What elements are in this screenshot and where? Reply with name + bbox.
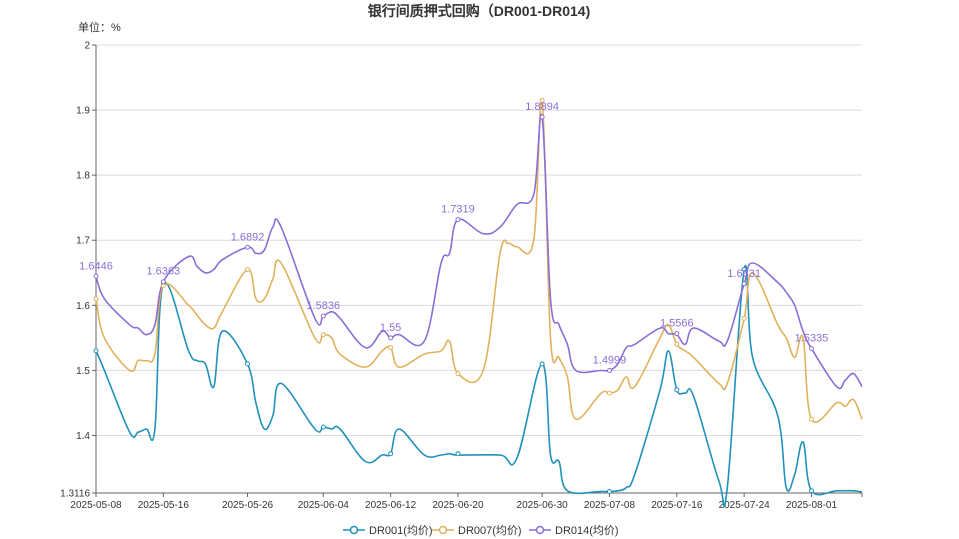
data-label: 1.6446 xyxy=(79,260,113,272)
data-point-dr001 xyxy=(320,424,326,430)
data-point-dr014 xyxy=(320,313,326,319)
x-tick-label: 2025-07-08 xyxy=(584,500,636,511)
data-point-dr007 xyxy=(741,315,747,321)
data-point-dr001 xyxy=(741,267,747,273)
legend-marker xyxy=(438,525,448,535)
data-label: 1.6892 xyxy=(231,231,265,243)
series-lines xyxy=(95,97,863,508)
data-point-dr014 xyxy=(606,367,612,373)
data-point-dr014 xyxy=(245,244,251,250)
x-tick-label: 2025-07-24 xyxy=(719,500,771,511)
legend-item-dr001[interactable]: DR001(均价) xyxy=(343,524,433,537)
series-line-dr007 xyxy=(95,97,863,423)
x-tick-label: 2025-05-16 xyxy=(138,500,190,511)
legend-marker xyxy=(349,525,359,535)
x-tick-label: 2025-06-20 xyxy=(432,500,484,511)
x-tick-label: 2025-06-04 xyxy=(298,500,350,511)
y-tick-label: 1.5 xyxy=(76,366,90,377)
data-label: 1.6363 xyxy=(147,266,181,278)
x-tick-label: 2025-05-26 xyxy=(222,500,274,511)
data-point-dr007 xyxy=(674,341,680,347)
data-labels: 1.6446 1.6363 1.6892 1.5836 1.55 1.7319 1.8894… xyxy=(79,101,828,366)
legend-marker xyxy=(535,525,545,535)
data-point-dr007 xyxy=(245,267,251,273)
data-point-dr014 xyxy=(93,273,99,279)
data-label: 1.5335 xyxy=(795,333,829,345)
x-axis-ticks: 2025-05-08 2025-05-16 2025-05-26 2025-06-04… xyxy=(70,493,863,511)
data-point-dr007 xyxy=(808,416,814,422)
data-point-dr001 xyxy=(808,488,814,494)
series-line-dr014 xyxy=(95,113,863,390)
data-point-dr014 xyxy=(808,346,814,352)
y-tick-label: 1.3116 xyxy=(60,489,90,500)
data-label: 1.4999 xyxy=(593,354,627,366)
data-point-dr001 xyxy=(245,361,251,367)
y-tick-label: 1.4 xyxy=(76,431,90,442)
data-point-dr014 xyxy=(388,335,394,341)
y-tick-label: 1.6 xyxy=(76,301,90,312)
axes xyxy=(95,45,862,494)
data-point-dr007 xyxy=(606,390,612,396)
data-point-dr001 xyxy=(93,348,99,354)
unit-label: 单位：% xyxy=(78,20,121,34)
data-point-dr001 xyxy=(455,451,461,457)
chart-title: 银行间质押式回购（DR001-DR014) xyxy=(368,3,590,19)
y-tick-label: 2 xyxy=(84,41,90,52)
data-point-dr007 xyxy=(160,283,166,289)
y-tick-label: 1.7 xyxy=(76,236,90,247)
x-tick-label: 2025-05-08 xyxy=(70,500,122,511)
legend-label: DR014(均价) xyxy=(555,524,619,537)
data-point-dr001 xyxy=(539,361,545,367)
data-point-dr007 xyxy=(388,345,394,351)
data-point-dr007 xyxy=(93,296,99,302)
data-label: 1.6331 xyxy=(727,268,761,280)
data-point-dr014 xyxy=(674,331,680,337)
gridlines xyxy=(96,44,862,436)
data-point-dr007 xyxy=(455,371,461,377)
data-label: 1.55 xyxy=(380,322,401,334)
data-point-dr007 xyxy=(320,332,326,338)
x-tick-label: 2025-06-12 xyxy=(365,500,417,511)
series-markers xyxy=(93,97,814,494)
data-point-dr001 xyxy=(388,451,394,457)
y-tick-label: 1.8 xyxy=(76,171,90,182)
data-point-dr014 xyxy=(741,281,747,287)
legend-label: DR001(均价) xyxy=(369,524,433,537)
x-tick-label: 2025-06-30 xyxy=(517,500,569,511)
data-label: 1.5566 xyxy=(660,318,694,330)
data-point-dr001 xyxy=(606,488,612,494)
legend[interactable]: DR001(均价) DR007(均价) DR014(均价) xyxy=(343,524,619,537)
data-point-dr014 xyxy=(455,216,461,222)
legend-item-dr007[interactable]: DR007(均价) xyxy=(432,524,522,537)
data-point-dr007 xyxy=(539,97,545,103)
data-label: 1.5836 xyxy=(306,300,340,312)
data-label: 1.8894 xyxy=(525,101,559,113)
y-axis-ticks: 1.3116 1.4 1.5 1.6 1.7 1.8 1.9 2 xyxy=(60,41,96,500)
data-point-dr001 xyxy=(674,387,680,393)
legend-item-dr014[interactable]: DR014(均价) xyxy=(529,524,619,537)
y-tick-label: 1.9 xyxy=(76,106,90,117)
x-tick-label: 2025-07-16 xyxy=(651,500,703,511)
data-point-dr014 xyxy=(160,279,166,285)
data-point-dr014 xyxy=(539,114,545,120)
legend-label: DR007(均价) xyxy=(458,524,522,537)
x-tick-label: 2025-08-01 xyxy=(786,500,838,511)
data-label: 1.7319 xyxy=(441,203,475,215)
